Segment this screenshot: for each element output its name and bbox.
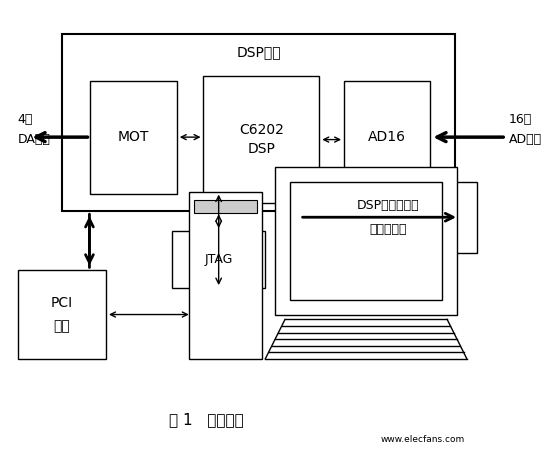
Text: AD通道: AD通道: [509, 133, 542, 146]
Bar: [90, 81, 177, 194]
Text: MOT: MOT: [118, 130, 149, 144]
Text: DSP板卡的动态: DSP板卡的动态: [357, 199, 420, 212]
Bar: [290, 182, 442, 300]
Text: 16路: 16路: [509, 113, 532, 126]
Text: DA通道: DA通道: [18, 133, 50, 146]
Bar: [203, 76, 319, 203]
Text: DSP板卡: DSP板卡: [236, 45, 281, 59]
Bar: [275, 167, 457, 314]
Bar: [62, 35, 455, 211]
Text: 链接库函数: 链接库函数: [369, 223, 407, 236]
Bar: [194, 200, 258, 213]
Bar: [172, 231, 265, 288]
Text: AD16: AD16: [368, 130, 406, 144]
Text: 插槽: 插槽: [54, 319, 70, 333]
Text: JTAG: JTAG: [205, 253, 233, 266]
Bar: [18, 270, 106, 359]
Text: www.elecfans.com: www.elecfans.com: [381, 435, 465, 444]
Text: C6202: C6202: [239, 123, 284, 137]
Text: DSP: DSP: [247, 142, 275, 156]
Bar: [344, 81, 430, 194]
Text: 4路: 4路: [18, 113, 33, 126]
Text: 图 1   系统结构: 图 1 系统结构: [169, 412, 244, 427]
Bar: [300, 182, 476, 253]
Text: PCI: PCI: [51, 296, 73, 310]
Bar: [189, 192, 263, 359]
